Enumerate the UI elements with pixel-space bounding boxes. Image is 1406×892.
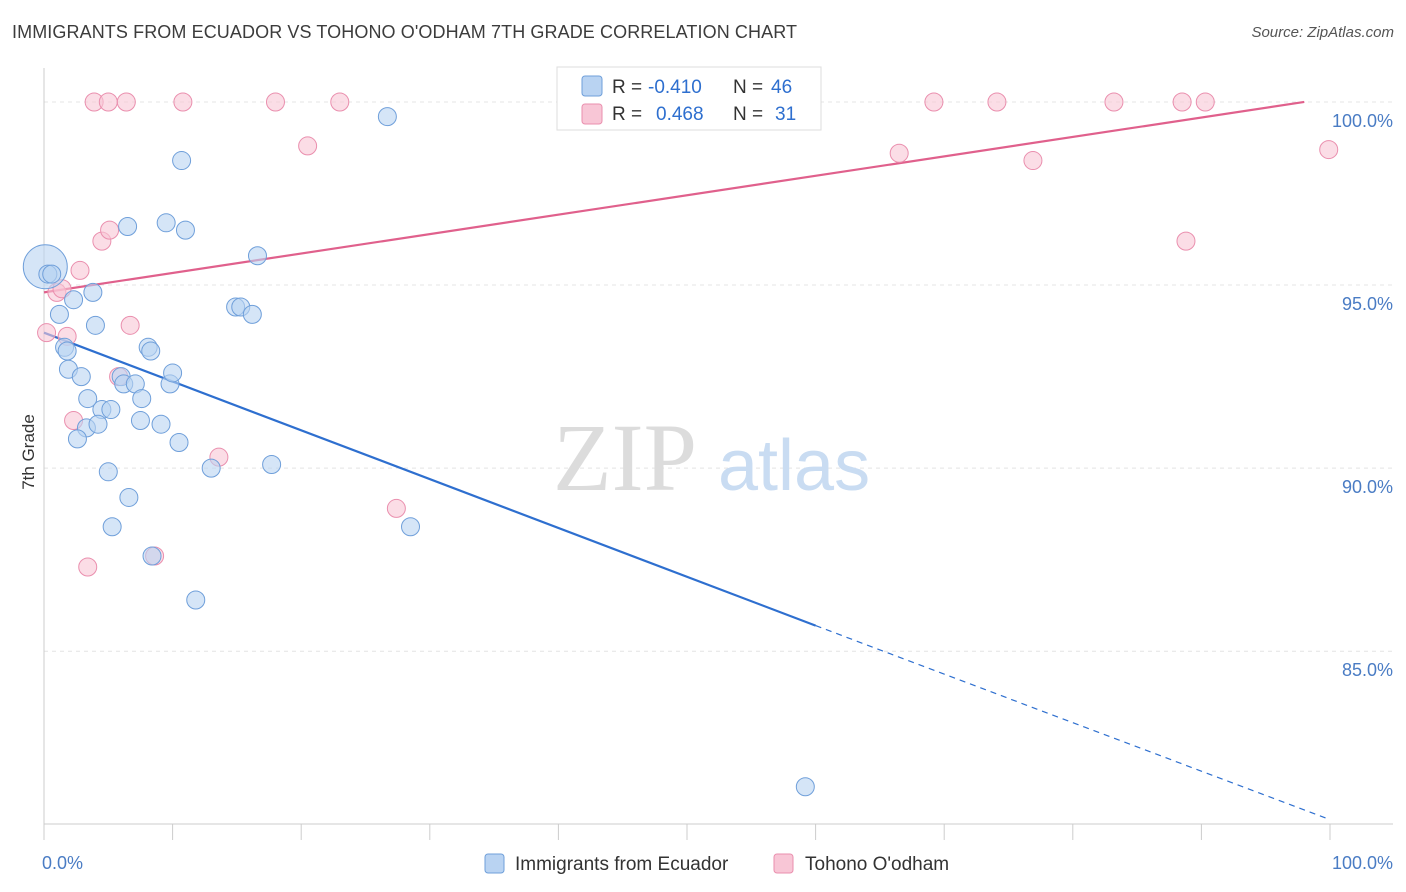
point-ecuador <box>130 411 150 431</box>
point-tohono <box>78 557 98 577</box>
data-points <box>22 92 1339 797</box>
y-tick-labels: 100.0% 95.0% 90.0% 85.0% <box>1332 111 1393 680</box>
point-ecuador <box>88 414 108 434</box>
point-ecuador <box>186 590 206 610</box>
y-tick-label: 90.0% <box>1342 477 1393 497</box>
point-ecuador <box>102 517 122 537</box>
point-tohono <box>298 136 318 156</box>
legend-label-tohono: Tohono O'odham <box>805 854 949 875</box>
point-tohono <box>1104 92 1124 112</box>
point-tohono <box>173 92 193 112</box>
point-ecuador <box>85 315 105 335</box>
point-ecuador <box>156 213 176 233</box>
stats-legend: R = -0.410 N = 46 R = 0.468 N = 31 <box>556 66 822 131</box>
bottom-legend: Immigrants from Ecuador Tohono O'odham <box>484 853 949 875</box>
point-tohono <box>37 323 57 343</box>
stat-n-value-2: 31 <box>775 104 796 125</box>
stat-r-value-2: 0.468 <box>656 104 704 125</box>
point-ecuador <box>64 290 84 310</box>
point-ecuador <box>262 454 282 474</box>
watermark: ZIP atlas <box>553 404 870 511</box>
point-ecuador <box>71 367 91 387</box>
y-tick-label: 95.0% <box>1342 294 1393 314</box>
pink-swatch <box>581 103 603 125</box>
legend-swatch-tohono <box>773 853 794 874</box>
y-tick-label: 85.0% <box>1342 660 1393 680</box>
x-tick-label: 0.0% <box>42 853 83 873</box>
x-tick-label: 100.0% <box>1332 853 1393 873</box>
stat-r-value-1: -0.410 <box>648 77 702 98</box>
point-tohono <box>98 92 118 112</box>
trend-line-tohono <box>43 100 1305 294</box>
point-tohono <box>120 315 140 335</box>
trend-line-ecuador-extension <box>815 625 1331 821</box>
stat-n-label-2: N = <box>733 104 763 125</box>
trend-line-ecuador <box>43 331 816 627</box>
watermark-atlas: atlas <box>718 426 870 506</box>
x-tick-labels: 0.0% 100.0% <box>42 853 1393 873</box>
point-tohono <box>987 92 1007 112</box>
point-tohono <box>1195 92 1215 112</box>
y-axis-label: 7th Grade <box>19 414 38 490</box>
y-tick-label: 100.0% <box>1332 111 1393 131</box>
point-ecuador <box>83 282 103 302</box>
point-ecuador <box>42 264 62 284</box>
point-ecuador <box>247 246 267 266</box>
point-tohono <box>265 92 285 112</box>
point-ecuador <box>78 389 98 409</box>
point-ecuador <box>57 341 77 361</box>
point-ecuador <box>175 220 195 240</box>
point-tohono <box>330 92 350 112</box>
chart-title: IMMIGRANTS FROM ECUADOR VS TOHONO O'ODHA… <box>12 22 798 42</box>
point-ecuador <box>132 389 152 409</box>
point-ecuador <box>201 458 221 478</box>
blue-swatch <box>581 75 603 97</box>
point-ecuador <box>151 414 171 434</box>
point-tohono <box>924 92 944 112</box>
point-ecuador <box>118 216 138 236</box>
point-ecuador <box>401 517 421 537</box>
legend-swatch-ecuador <box>484 853 505 874</box>
grid <box>44 101 1393 652</box>
point-ecuador <box>142 546 162 566</box>
point-tohono <box>1023 151 1043 171</box>
stat-n-label-1: N = <box>733 77 763 98</box>
point-ecuador <box>98 462 118 482</box>
point-ecuador <box>119 487 139 507</box>
point-tohono <box>116 92 136 112</box>
point-tohono <box>889 143 909 163</box>
point-tohono <box>70 260 90 280</box>
legend-label-ecuador: Immigrants from Ecuador <box>515 854 729 875</box>
point-tohono <box>1319 140 1339 160</box>
point-ecuador <box>169 433 189 453</box>
point-ecuador <box>172 151 192 171</box>
source-label: Source: ZipAtlas.com <box>1251 24 1394 41</box>
point-tohono <box>1172 92 1192 112</box>
point-ecuador <box>795 777 815 797</box>
point-ecuador <box>163 363 183 383</box>
point-tohono <box>100 220 120 240</box>
point-tohono <box>1176 231 1196 251</box>
point-ecuador <box>377 107 397 127</box>
axes <box>43 68 1393 840</box>
watermark-zip: ZIP <box>553 404 697 511</box>
point-ecuador <box>49 304 69 324</box>
point-ecuador <box>101 400 121 420</box>
stat-r-label-1: R = <box>612 77 642 98</box>
point-ecuador <box>67 429 87 449</box>
point-ecuador <box>141 341 161 361</box>
stat-n-value-1: 46 <box>771 77 792 98</box>
point-ecuador <box>242 304 262 324</box>
point-tohono <box>386 498 406 518</box>
stat-r-label-2: R = <box>612 104 642 125</box>
